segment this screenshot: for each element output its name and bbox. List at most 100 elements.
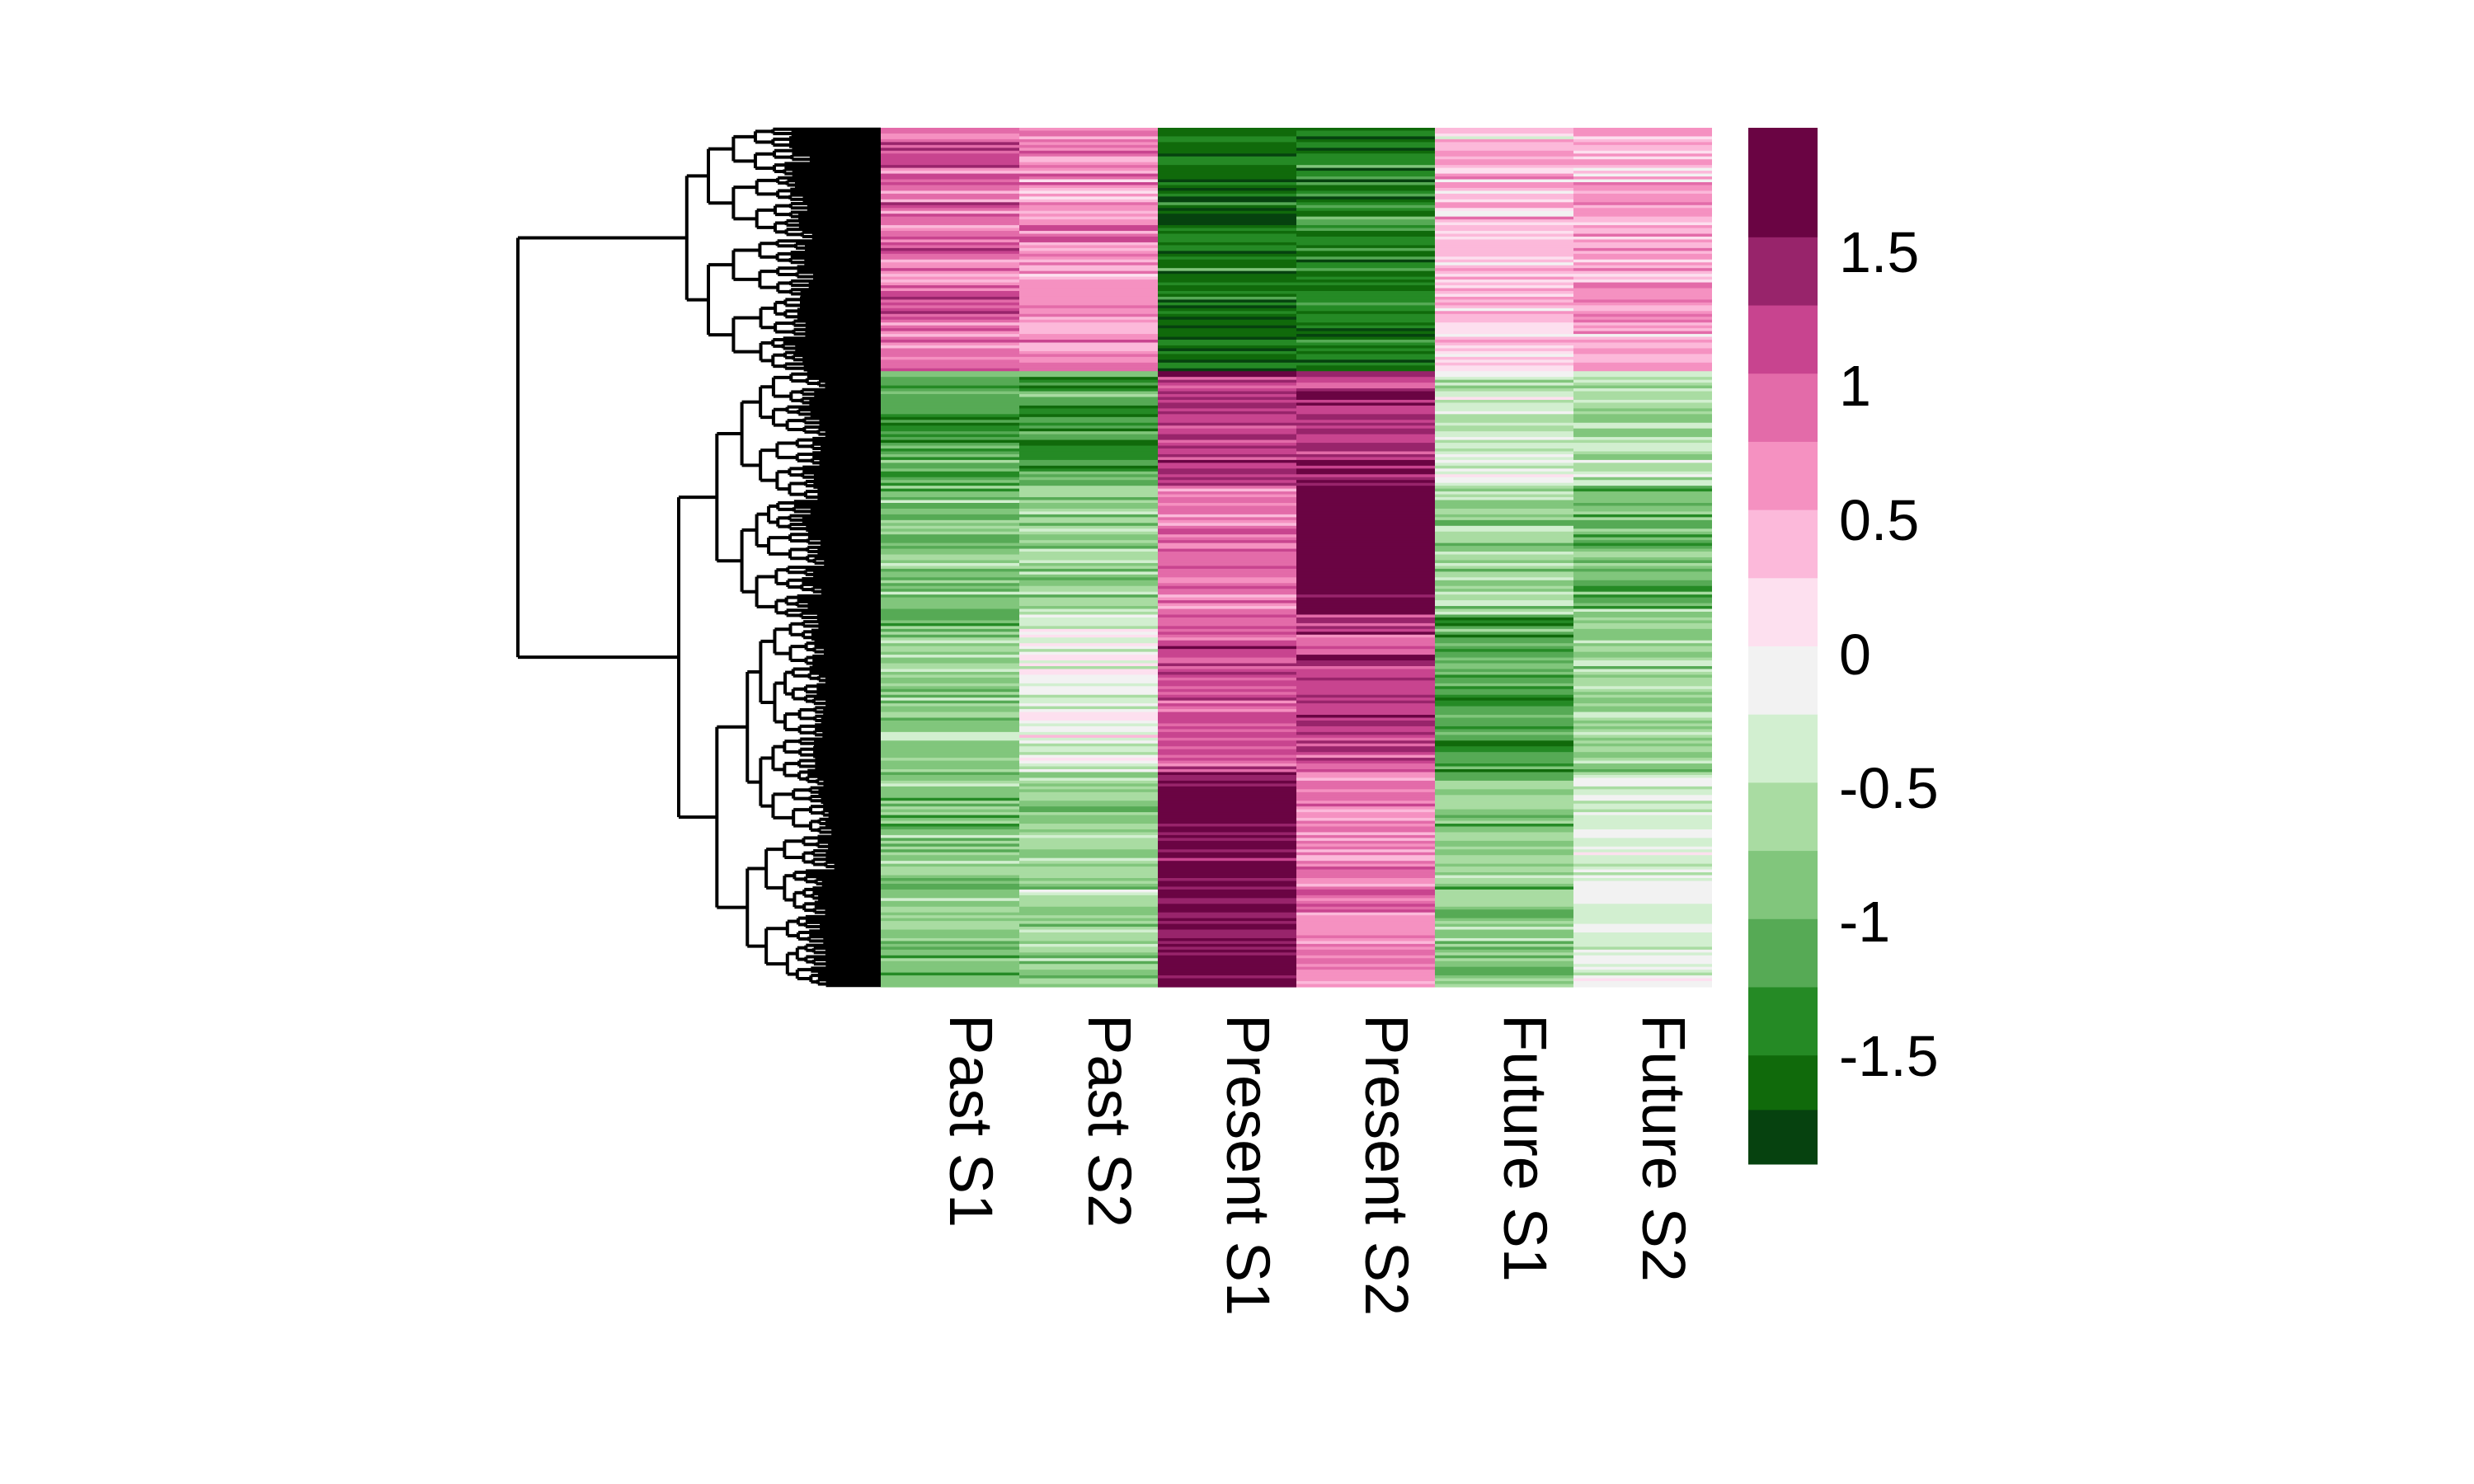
heatmap-cell (881, 354, 1019, 358)
heatmap-cell (1158, 210, 1296, 214)
heatmap-cell (1573, 294, 1712, 298)
heatmap-cell (1573, 554, 1712, 558)
row-dendrogram (516, 127, 881, 988)
heatmap-cell (1296, 552, 1435, 556)
heatmap-cell (1296, 706, 1435, 710)
heatmap-cell (1435, 818, 1573, 822)
heatmap-cell (1435, 875, 1573, 879)
heatmap-cell (1158, 686, 1296, 690)
heatmap-cell (1158, 448, 1296, 453)
heatmap-cell (1435, 136, 1573, 140)
heatmap-cell (881, 665, 1019, 670)
heatmap-cell (1019, 190, 1158, 195)
heatmap-cell (1435, 414, 1573, 418)
heatmap-cell (881, 391, 1019, 395)
heatmap-cell (1573, 820, 1712, 824)
heatmap-cell (1573, 162, 1712, 166)
heatmap-cell (1435, 268, 1573, 272)
heatmap-cell (1019, 683, 1158, 687)
heatmap-cell (1296, 256, 1435, 261)
heatmap-cell (1158, 204, 1296, 209)
heatmap-cell (1019, 325, 1158, 329)
heatmap-cell (1019, 219, 1158, 223)
heatmap-cell (1158, 416, 1296, 420)
heatmap-cell (1435, 322, 1573, 326)
heatmap-cell (1573, 900, 1712, 904)
heatmap-cell (1573, 892, 1712, 896)
heatmap-cell (1158, 253, 1296, 257)
heatmap-cell (1296, 148, 1435, 152)
heatmap-cell (881, 861, 1019, 865)
heatmap-cell (1435, 898, 1573, 902)
heatmap-cell (1158, 875, 1296, 879)
column-labels: Past S1 Past S2 Present S1 Present S2 Fu… (937, 1014, 1698, 1316)
heatmap-cell (1296, 585, 1435, 589)
heatmap-cell (881, 568, 1019, 572)
heatmap-cell (1435, 665, 1573, 670)
heatmap-cell (1435, 471, 1573, 475)
heatmap-cell (1573, 889, 1712, 893)
heatmap-cell (1019, 531, 1158, 535)
heatmap-cell (881, 165, 1019, 169)
heatmap-cell (1296, 651, 1435, 655)
color-legend: 1.5 1 0.5 0 -0.5 -1 -1.5 (1748, 128, 1939, 1165)
heatmap-cell (1573, 786, 1712, 790)
heatmap-cell (1573, 818, 1712, 822)
heatmap-cell (1158, 806, 1296, 810)
heatmap-cell (1435, 697, 1573, 702)
legend-color-bin (1748, 1109, 1818, 1165)
heatmap-cell (1158, 185, 1296, 189)
heatmap-cell (881, 752, 1019, 756)
legend-color-bin (1748, 850, 1818, 919)
heatmap-cell (1296, 606, 1435, 610)
heatmap-cell (1573, 270, 1712, 275)
heatmap-cell (1296, 760, 1435, 764)
heatmap-cell (1296, 763, 1435, 768)
heatmap-cell (1158, 231, 1296, 235)
heatmap-cell (1019, 906, 1158, 910)
heatmap-cell (1158, 150, 1296, 154)
heatmap-cell (1019, 270, 1158, 275)
heatmap-cell (1435, 952, 1573, 956)
heatmap-cell (1158, 388, 1296, 392)
heatmap-cell (1019, 279, 1158, 284)
heatmap-cell (1019, 818, 1158, 822)
heatmap-cell (1435, 688, 1573, 693)
heatmap-cell (881, 829, 1019, 834)
heatmap-cell (881, 299, 1019, 303)
heatmap-cell (1573, 927, 1712, 931)
color-legend-bar (1748, 128, 1818, 1165)
heatmap-cell (1435, 826, 1573, 830)
heatmap-cell (1158, 960, 1296, 965)
heatmap-cell (881, 566, 1019, 570)
heatmap-cell (1573, 505, 1712, 510)
heatmap-cell (881, 162, 1019, 166)
heatmap-cell (1019, 443, 1158, 447)
heatmap-cell (1296, 457, 1435, 461)
heatmap-cell (1573, 285, 1712, 289)
heatmap-cell (1296, 193, 1435, 197)
heatmap-cell (1296, 580, 1435, 584)
heatmap-cell (1296, 411, 1435, 415)
heatmap-cell (1573, 288, 1712, 292)
heatmap-cell (1573, 709, 1712, 713)
heatmap-cell (1435, 580, 1573, 584)
heatmap-cell (1019, 416, 1158, 420)
heatmap-cell (1158, 171, 1296, 175)
heatmap-cell (1158, 259, 1296, 263)
heatmap-cell (881, 334, 1019, 338)
heatmap-cell (1158, 305, 1296, 309)
heatmap-cell (1296, 500, 1435, 504)
heatmap-cell (1296, 611, 1435, 616)
heatmap-cell (1435, 431, 1573, 435)
heatmap-cell (1019, 731, 1158, 735)
heatmap-cell (1573, 580, 1712, 584)
legend-color-bin (1748, 128, 1818, 237)
heatmap-cell (1573, 855, 1712, 859)
heatmap-cell (1158, 646, 1296, 650)
heatmap-cell (881, 399, 1019, 404)
heatmap-cell (1296, 597, 1435, 601)
heatmap-cell (1435, 548, 1573, 552)
heatmap-cell (1019, 634, 1158, 638)
heatmap-cell (1158, 365, 1296, 369)
